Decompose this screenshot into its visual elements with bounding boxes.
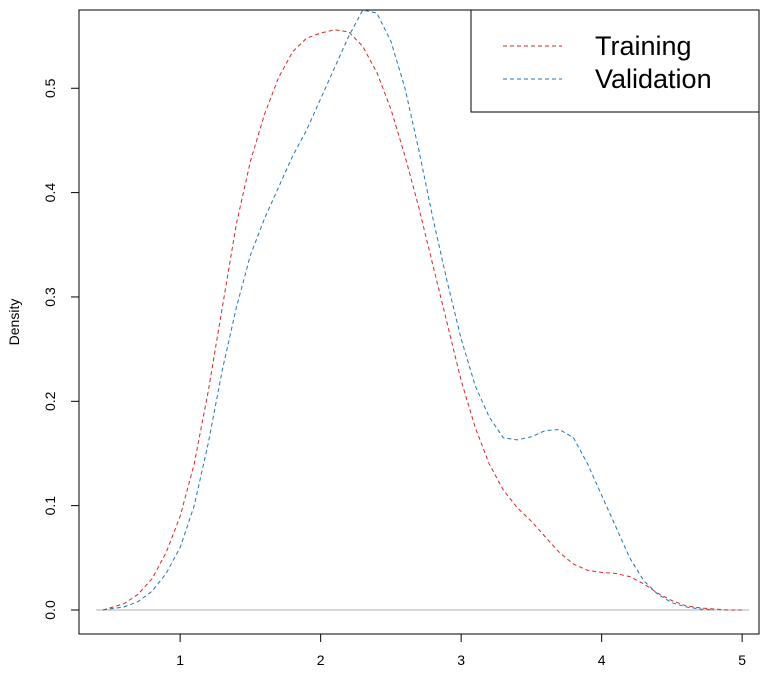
y-axis-title: Density <box>6 299 22 346</box>
x-tick-label: 3 <box>457 652 465 668</box>
x-tick-label: 2 <box>317 652 325 668</box>
y-tick-label: 0.1 <box>42 496 58 516</box>
y-tick-label: 0.4 <box>42 183 58 203</box>
y-tick-label: 0.5 <box>42 78 58 98</box>
series-line-training <box>102 29 743 611</box>
x-tick-label: 4 <box>598 652 606 668</box>
legend: Training Validation <box>470 9 760 113</box>
legend-label-validation: Validation <box>595 64 712 94</box>
legend-label-training: Training <box>595 31 692 61</box>
series-line-validation <box>102 9 715 611</box>
y-tick-label: 0.2 <box>42 391 58 411</box>
x-tick-label: 5 <box>738 652 746 668</box>
x-tick-label: 1 <box>176 652 184 668</box>
y-tick-label: 0.3 <box>42 287 58 307</box>
y-tick-label: 0.0 <box>42 600 58 620</box>
legend-box <box>470 9 760 113</box>
